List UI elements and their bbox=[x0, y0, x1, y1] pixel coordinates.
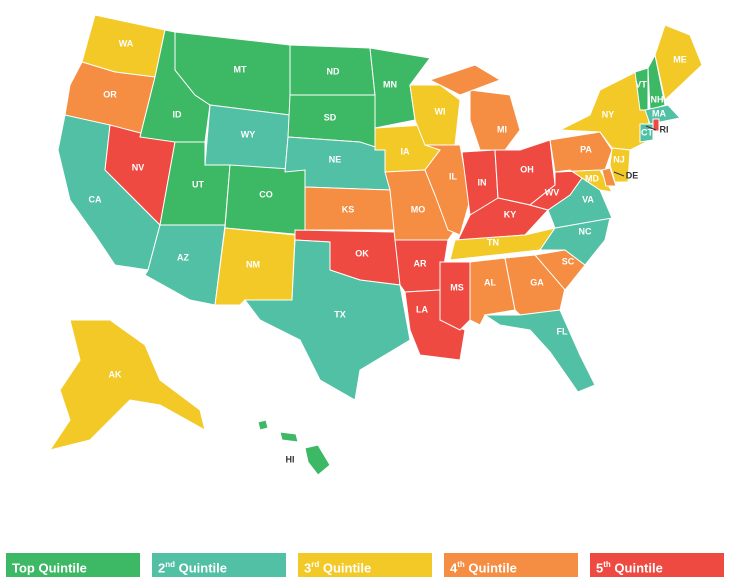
state-label-oh: OH bbox=[520, 164, 534, 174]
state-label-nj: NJ bbox=[613, 154, 625, 164]
legend-item-q3: 3rd Quintile bbox=[298, 553, 432, 577]
state-label-ny: NY bbox=[602, 109, 615, 119]
state-label-pa: PA bbox=[580, 144, 592, 154]
state-label-in: IN bbox=[478, 177, 487, 187]
state-label-la: LA bbox=[416, 304, 428, 314]
state-label-ma: MA bbox=[652, 108, 666, 118]
state-label-ar: AR bbox=[414, 258, 427, 268]
state-label-ri: RI bbox=[660, 124, 669, 134]
state-label-or: OR bbox=[103, 89, 117, 99]
state-nj bbox=[609, 147, 631, 183]
state-ms bbox=[439, 261, 471, 331]
state-label-sc: SC bbox=[562, 256, 575, 266]
state-label-nv: NV bbox=[132, 162, 145, 172]
leader-line bbox=[613, 171, 625, 177]
state-label-ak: AK bbox=[109, 369, 122, 379]
state-label-mn: MN bbox=[383, 79, 397, 89]
legend-item-q5: 5th Quintile bbox=[590, 553, 724, 577]
state-label-ca: CA bbox=[89, 194, 102, 204]
state-label-ia: IA bbox=[401, 146, 411, 156]
state-label-az: AZ bbox=[177, 252, 189, 262]
state-tx bbox=[244, 239, 411, 401]
state-label-vt: VT bbox=[635, 79, 647, 89]
state-label-mi: MI bbox=[497, 124, 507, 134]
state-de bbox=[601, 167, 617, 187]
state-label-ks: KS bbox=[342, 204, 355, 214]
state-me bbox=[654, 24, 703, 101]
state-az bbox=[144, 224, 226, 306]
state-label-me: ME bbox=[673, 54, 687, 64]
state-label-nd: ND bbox=[327, 66, 340, 76]
state-label-al: AL bbox=[484, 277, 496, 287]
state-label-wv: WV bbox=[545, 187, 560, 197]
state-pa bbox=[549, 131, 613, 173]
state-label-ms: MS bbox=[450, 282, 464, 292]
legend-item-q4: 4th Quintile bbox=[444, 553, 578, 577]
us-choropleth-map: WA OR CA NV ID MT WY UT AZ CO NM ND SD NE KS OK TX MN IA MO… bbox=[48, 14, 703, 476]
state-hi bbox=[279, 431, 299, 443]
state-ct bbox=[639, 123, 654, 143]
state-label-md: MD bbox=[585, 173, 599, 183]
legend-item-q1: Top Quintile bbox=[6, 553, 140, 577]
state-label-nm: NM bbox=[246, 259, 260, 269]
state-label-va: VA bbox=[582, 194, 594, 204]
state-md bbox=[554, 169, 613, 193]
legend-item-q2: 2nd Quintile bbox=[152, 553, 286, 577]
state-label-tn: TN bbox=[487, 237, 499, 247]
state-ak bbox=[48, 319, 206, 451]
state-label-ne: NE bbox=[329, 154, 342, 164]
state-label-ok: OK bbox=[355, 248, 369, 258]
state-label-wy: WY bbox=[241, 129, 256, 139]
state-label-mo: MO bbox=[411, 204, 426, 214]
state-label-ky: KY bbox=[504, 209, 517, 219]
legend: Top Quintile 2nd Quintile 3rd Quintile 4th … bbox=[6, 553, 724, 577]
state-label-sd: SD bbox=[324, 112, 337, 122]
leader-line bbox=[645, 125, 657, 131]
state-label-de: DE bbox=[626, 170, 639, 180]
state-hi bbox=[257, 419, 269, 431]
state-ri bbox=[652, 118, 660, 132]
state-nh bbox=[647, 53, 666, 111]
state-label-nh: NH bbox=[651, 94, 664, 104]
state-co bbox=[224, 164, 306, 236]
state-mi bbox=[428, 64, 502, 96]
state-label-ct: CT bbox=[641, 127, 653, 137]
state-label-wa: WA bbox=[119, 38, 134, 48]
state-label-ga: GA bbox=[530, 277, 544, 287]
state-label-fl: FL bbox=[557, 326, 568, 336]
state-fl bbox=[483, 309, 596, 393]
state-label-mt: MT bbox=[234, 64, 247, 74]
state-label-co: CO bbox=[259, 189, 273, 199]
state-label-hi: HI bbox=[286, 454, 295, 464]
state-hi bbox=[304, 444, 331, 476]
state-label-ut: UT bbox=[192, 179, 204, 189]
state-label-tx: TX bbox=[334, 309, 346, 319]
state-label-il: IL bbox=[449, 171, 458, 181]
state-mi bbox=[469, 89, 521, 151]
state-label-nc: NC bbox=[579, 226, 592, 236]
state-label-id: ID bbox=[173, 109, 183, 119]
state-label-wi: WI bbox=[435, 106, 446, 116]
